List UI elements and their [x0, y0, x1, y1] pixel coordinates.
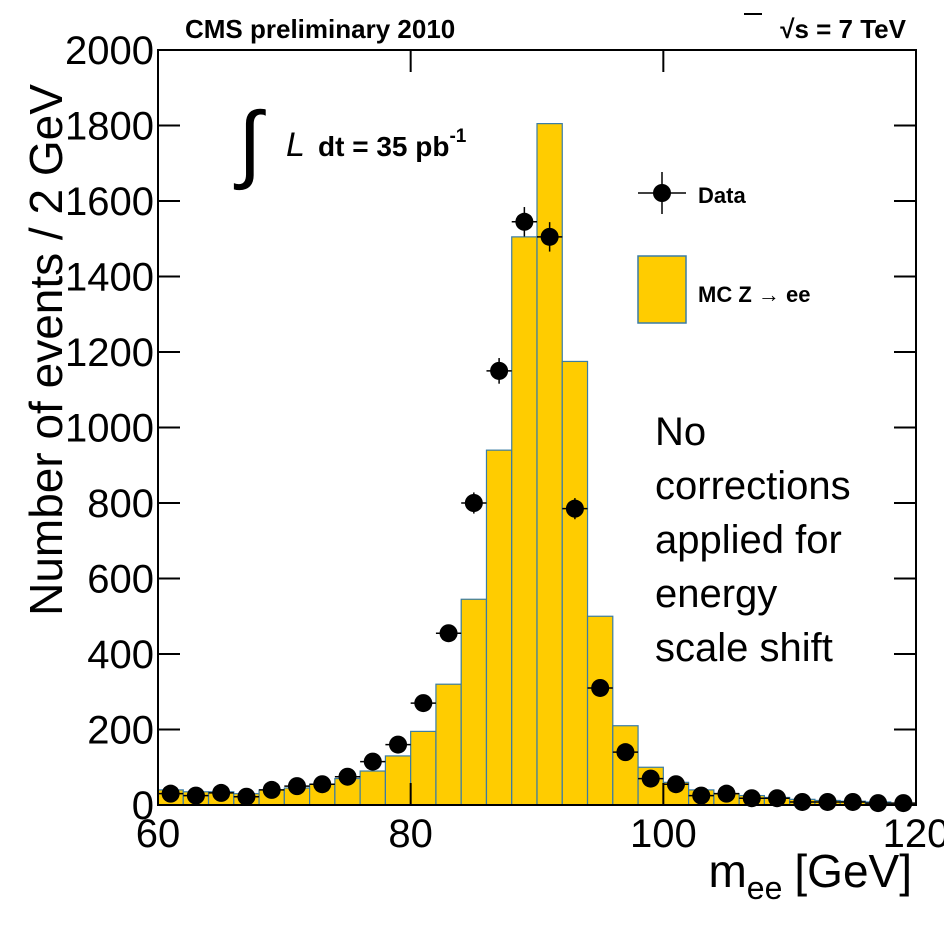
chart-title: CMS preliminary 2010 [185, 14, 455, 44]
y-tick-label: 2000 [65, 29, 154, 73]
histogram-bar [612, 725, 639, 806]
data-point [666, 775, 685, 794]
data-point [515, 212, 534, 231]
histogram-bar [359, 770, 386, 806]
data-point [616, 743, 635, 762]
data-point [338, 767, 357, 786]
y-tick-label: 800 [87, 482, 154, 526]
histogram-bar [410, 730, 437, 806]
x-axis-label: mee [GeV] [708, 845, 912, 906]
data-point [742, 789, 761, 808]
legend-swatch [637, 255, 687, 324]
data-point [161, 784, 180, 803]
data-point [540, 227, 559, 246]
data-point [414, 694, 433, 713]
note-line: corrections [655, 464, 851, 508]
note-line: scale shift [655, 626, 833, 670]
y-tick-label: 1000 [65, 407, 154, 451]
x-label-unit: [GeV] [794, 845, 912, 897]
energy-label: √s = 7 TeV [780, 14, 906, 44]
x-tick-label: 60 [136, 812, 181, 856]
lumi-value: dt = 35 pb [318, 131, 449, 162]
y-tick-label: 400 [87, 633, 154, 677]
x-label-subscript: ee [747, 870, 783, 906]
data-point [212, 783, 231, 802]
data-point [262, 780, 281, 799]
note-line: energy [655, 572, 777, 616]
histogram-bar [586, 615, 614, 806]
x-tick-label: 100 [630, 812, 697, 856]
data-point [363, 752, 382, 771]
data-point [439, 624, 458, 643]
y-tick-label: 1400 [65, 256, 154, 300]
data-point [565, 499, 584, 518]
data-point [287, 777, 306, 796]
y-tick-label: 1200 [65, 331, 154, 375]
data-point [389, 735, 408, 754]
x-tick-label: 80 [388, 812, 433, 856]
lumi-text: dt = 35 pb-1 [318, 126, 467, 162]
histogram-bar [485, 449, 513, 806]
lumi-exponent: -1 [449, 126, 466, 147]
y-tick-label: 0 [132, 784, 154, 828]
y-axis-label: Number of events / 2 GeV [20, 84, 72, 616]
x-label-main: m [708, 845, 746, 897]
integral-sign: ∫ [233, 95, 266, 191]
data-point [793, 792, 812, 811]
data-point [641, 769, 660, 788]
histogram-bar [561, 360, 589, 806]
histogram-bar [384, 755, 412, 806]
legend-marker [653, 184, 671, 202]
data-point [768, 789, 787, 808]
legend-label: MC Z → ee [698, 282, 810, 307]
lumi-symbol: L [286, 126, 305, 164]
histogram-bar [435, 683, 462, 806]
y-tick-label: 1600 [65, 180, 154, 224]
data-point [894, 794, 913, 813]
note-line: No [655, 410, 706, 454]
y-tick-label: 1800 [65, 105, 154, 149]
data-point [591, 678, 610, 697]
legend-label: Data [698, 183, 746, 208]
data-point [237, 787, 256, 806]
data-point [818, 792, 837, 811]
note-line: applied for [655, 518, 842, 562]
data-point [313, 775, 332, 794]
data-point [692, 786, 711, 805]
histogram-bar [511, 236, 538, 806]
x-tick-label: 120 [883, 812, 944, 856]
data-point [869, 794, 888, 813]
data-point [490, 361, 509, 380]
data-point [186, 786, 205, 805]
data-point [843, 792, 862, 811]
histogram-bar [460, 598, 488, 806]
data-point [717, 784, 736, 803]
data-point [464, 494, 483, 512]
y-tick-label: 200 [87, 709, 154, 753]
y-tick-label: 600 [87, 558, 154, 602]
